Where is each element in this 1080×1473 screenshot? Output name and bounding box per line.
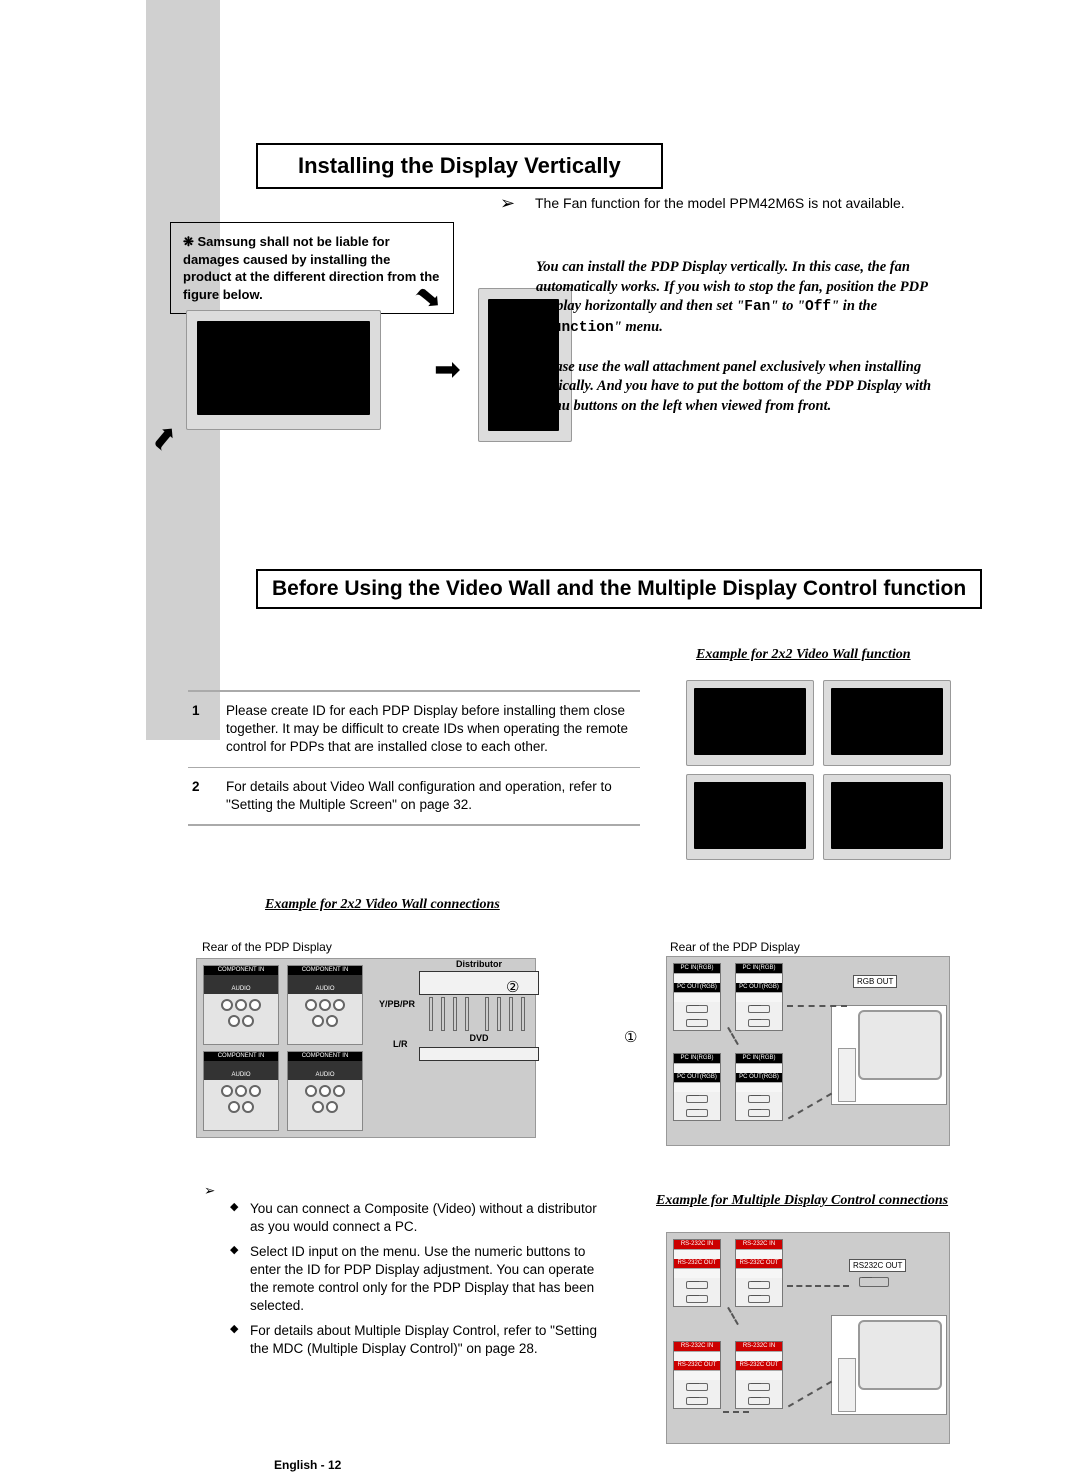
- cable-bundle: [419, 995, 539, 1033]
- example-label-conn: Example for 2x2 Video Wall connections: [265, 897, 500, 913]
- warning-text: ❋ Samsung shall not be liable for damage…: [183, 234, 439, 302]
- page-title: Installing the Display Vertically: [256, 143, 663, 189]
- video-wall-2x2: [686, 680, 952, 860]
- display-horizontal: [186, 310, 381, 430]
- rear-panel-component: COMPONENT IN AUDIO COMPONENT IN AUDIO CO…: [196, 958, 536, 1138]
- serial-port-icon: [859, 1277, 889, 1287]
- distributor-label: Distributor: [419, 959, 539, 969]
- connector-line: [723, 1411, 749, 1413]
- display-tile: [823, 774, 951, 860]
- example-label-mdc: Example for Multiple Display Control con…: [656, 1193, 948, 1209]
- bullet-notes: ➢ You can connect a Composite (Video) wi…: [204, 1182, 610, 1364]
- step-text: For details about Video Wall configurati…: [226, 778, 636, 814]
- display-tile: [823, 680, 951, 766]
- table-row: 2 For details about Video Wall configura…: [188, 768, 640, 824]
- circled-2: ②: [506, 978, 519, 996]
- list-item: Select ID input on the menu. Use the num…: [230, 1243, 610, 1316]
- rear-panel-rgb: PC IN(RGB) PC OUT(RGB) PC IN(RGB) PC OUT…: [666, 956, 950, 1146]
- step-number: 2: [192, 778, 226, 814]
- pc-tower: [838, 1048, 856, 1102]
- step-text: Please create ID for each PDP Display be…: [226, 702, 636, 757]
- table-row: 1 Please create ID for each PDP Display …: [188, 692, 640, 768]
- component-in-label: COMPONENT IN: [204, 966, 278, 975]
- list-item: For details about Multiple Display Contr…: [230, 1322, 610, 1358]
- step-number: 1: [192, 702, 226, 757]
- list-item: You can connect a Composite (Video) with…: [230, 1200, 610, 1236]
- rear-panel-mdc: RS-232C IN RS-232C OUT RS-232C IN RS-232…: [666, 1232, 950, 1444]
- steps-table: 1 Please create ID for each PDP Display …: [188, 690, 640, 826]
- lr-label: L/R: [393, 1039, 408, 1049]
- connector-line: [788, 1093, 832, 1120]
- note-pointer-icon: ➢: [500, 193, 515, 214]
- example-label-func: Example for 2x2 Video Wall function: [696, 647, 911, 663]
- section-banner: Before Using the Video Wall and the Mult…: [256, 569, 982, 609]
- connector-line: [787, 1005, 847, 1007]
- connector-line: [727, 1307, 739, 1325]
- circled-1: ①: [624, 1028, 637, 1046]
- install-instructions: You can install the PDP Display vertical…: [536, 258, 936, 417]
- rear-label: Rear of the PDP Display: [202, 940, 332, 954]
- rs232c-out-label: RS232C OUT: [849, 1259, 906, 1272]
- fan-note: The Fan function for the model PPM42M6S …: [535, 194, 915, 212]
- rear-label: Rear of the PDP Display: [670, 940, 800, 954]
- pc-illustration: [831, 1005, 947, 1105]
- dvd-label: DVD: [419, 1033, 539, 1043]
- ypbpr-label: Y/PB/PR: [379, 999, 415, 1009]
- rgb-out-label: RGB OUT: [853, 975, 897, 988]
- display-tile: [686, 774, 814, 860]
- connector-line: [788, 1381, 832, 1408]
- page-number: English - 12: [274, 1458, 341, 1472]
- pc-illustration: [831, 1315, 947, 1415]
- connector-line: [787, 1285, 849, 1287]
- note-pointer-icon: ➢: [204, 1182, 226, 1200]
- orientation-illustration: ➦ ➡ ➦: [186, 310, 381, 435]
- dvd-box: [419, 1047, 539, 1061]
- distributor-box: [419, 971, 539, 995]
- display-tile: [686, 680, 814, 766]
- instr-para-2: Please use the wall attachment panel exc…: [536, 359, 931, 414]
- pc-tower: [838, 1358, 856, 1412]
- instr-para-1: You can install the PDP Display vertical…: [536, 259, 927, 335]
- arrow-icon: ➡: [434, 350, 461, 388]
